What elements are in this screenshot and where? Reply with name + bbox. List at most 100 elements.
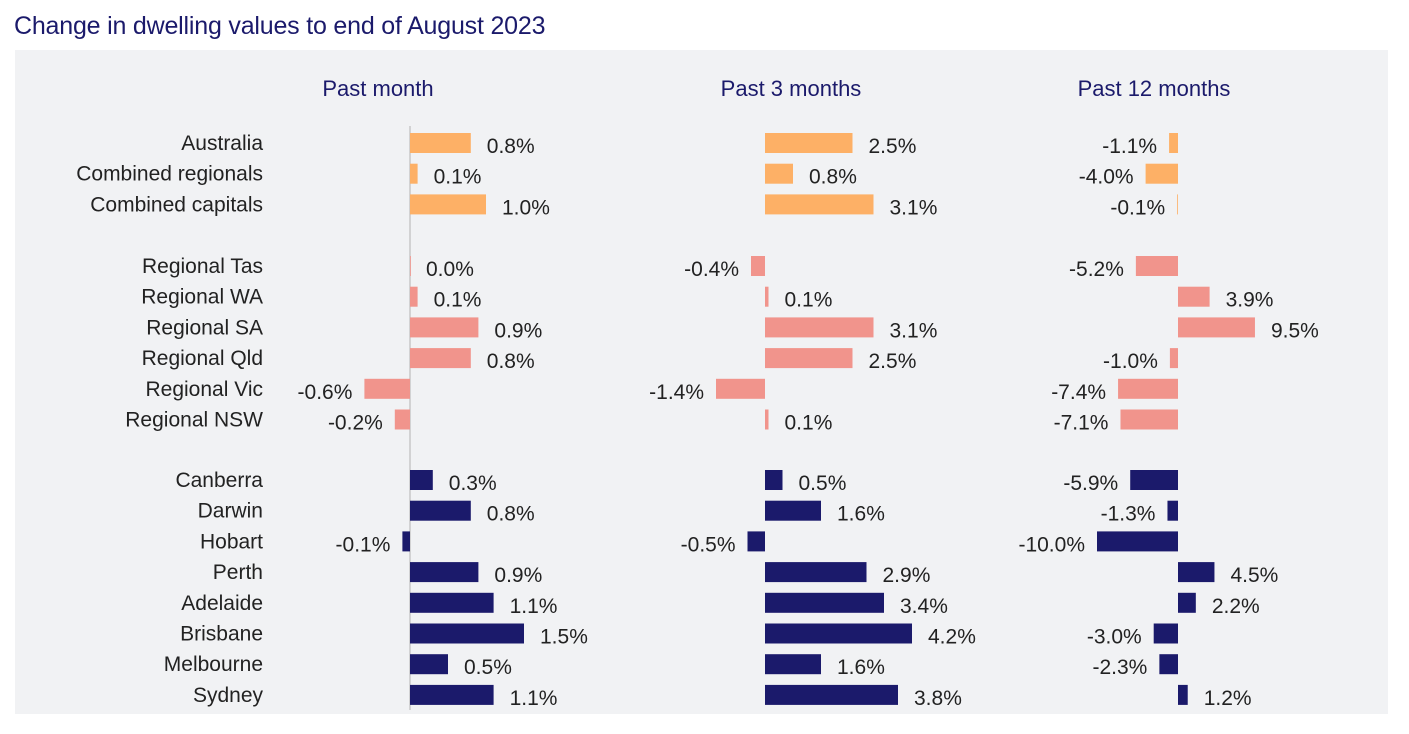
bar <box>765 163 793 184</box>
data-label: -7.1% <box>1054 412 1109 435</box>
bar <box>1169 348 1178 369</box>
bar <box>410 500 471 521</box>
category-label: Regional SA <box>146 316 263 339</box>
data-label: -4.0% <box>1079 166 1134 189</box>
data-label: -0.5% <box>681 533 736 556</box>
data-label: -1.0% <box>1103 350 1158 373</box>
data-label: -10.0% <box>1018 533 1085 556</box>
bar <box>410 654 448 675</box>
bar <box>765 409 769 430</box>
category-label: Combined regionals <box>76 163 263 186</box>
category-label: Sydney <box>193 684 264 707</box>
bar <box>765 133 853 153</box>
category-label: Regional WA <box>141 286 263 309</box>
bar <box>765 470 783 490</box>
data-label: -5.2% <box>1069 258 1124 281</box>
bar <box>1167 500 1178 521</box>
data-label: 0.5% <box>799 472 847 495</box>
bar <box>364 378 410 399</box>
data-label: -0.6% <box>298 381 353 404</box>
bar <box>1145 163 1178 184</box>
data-label: 1.6% <box>837 503 885 526</box>
data-label: 1.5% <box>540 626 588 649</box>
data-label: -1.4% <box>649 381 704 404</box>
data-label: 3.1% <box>890 196 938 219</box>
bar <box>410 684 494 705</box>
category-label: Regional Tas <box>142 255 263 278</box>
bar <box>1130 470 1178 490</box>
panel-header: Past 3 months <box>721 76 862 101</box>
data-label: 3.4% <box>900 595 948 618</box>
bar <box>1178 684 1188 705</box>
data-label: -0.2% <box>328 412 383 435</box>
category-label: Hobart <box>200 530 263 553</box>
data-label: 0.8% <box>487 503 535 526</box>
data-label: 4.5% <box>1230 564 1278 587</box>
bar <box>410 470 433 490</box>
bar <box>1135 256 1178 276</box>
bar <box>394 409 410 430</box>
data-label: 1.6% <box>837 656 885 679</box>
bar <box>410 256 411 276</box>
data-label: 4.2% <box>928 626 976 649</box>
category-label: Melbourne <box>164 653 263 676</box>
data-label: 0.5% <box>464 656 512 679</box>
data-label: 0.1% <box>434 289 482 312</box>
bar <box>1159 654 1178 675</box>
bar <box>410 562 479 583</box>
bar <box>410 286 418 307</box>
panel-header: Past 12 months <box>1078 76 1231 101</box>
data-label: 2.5% <box>869 135 917 158</box>
data-label: -3.0% <box>1087 626 1142 649</box>
bar <box>765 684 898 705</box>
data-label: -1.1% <box>1102 135 1157 158</box>
bar <box>410 592 494 613</box>
data-label: 3.8% <box>914 687 962 710</box>
data-label: 0.9% <box>494 319 542 342</box>
bar <box>402 531 410 552</box>
bar <box>765 623 912 644</box>
category-label: Combined capitals <box>90 193 263 216</box>
data-label: 3.9% <box>1226 289 1274 312</box>
data-label: 2.9% <box>883 564 931 587</box>
category-label: Brisbane <box>180 623 263 646</box>
bar <box>765 562 867 583</box>
data-label: 1.1% <box>510 595 558 618</box>
bar <box>1118 378 1178 399</box>
bar <box>751 256 765 276</box>
bar <box>1120 409 1178 430</box>
data-label: 0.1% <box>785 412 833 435</box>
bar <box>1169 133 1178 153</box>
bar <box>765 592 884 613</box>
data-label: -1.3% <box>1101 503 1156 526</box>
bar <box>410 133 471 153</box>
data-label: -0.4% <box>684 258 739 281</box>
bar <box>765 348 853 369</box>
bar <box>765 654 821 675</box>
category-label: Regional Qld <box>142 347 263 370</box>
data-label: 0.1% <box>785 289 833 312</box>
bar <box>1178 317 1255 338</box>
chart-panel: Past month Past 3 months Past 12 months Aus… <box>15 50 1388 714</box>
bar <box>765 286 769 307</box>
data-label: 0.9% <box>494 564 542 587</box>
bar <box>1177 194 1178 215</box>
bar <box>1097 531 1178 552</box>
bar <box>1153 623 1178 644</box>
data-label: 0.8% <box>487 350 535 373</box>
bar <box>410 163 418 184</box>
data-label: -0.1% <box>336 533 391 556</box>
bar-chart: Past month Past 3 months Past 12 months Aus… <box>76 76 1319 710</box>
category-label: Regional Vic <box>145 378 263 401</box>
bar <box>410 194 486 215</box>
data-label: 9.5% <box>1271 319 1319 342</box>
bar <box>765 317 874 338</box>
data-label: 1.1% <box>510 687 558 710</box>
chart-title: Change in dwelling values to end of Augu… <box>14 12 546 40</box>
data-label: 0.8% <box>809 166 857 189</box>
data-label: 1.2% <box>1204 687 1252 710</box>
bar <box>716 378 765 399</box>
panel-header: Past month <box>322 76 433 101</box>
category-label: Canberra <box>175 469 263 492</box>
data-label: 1.0% <box>502 196 550 219</box>
